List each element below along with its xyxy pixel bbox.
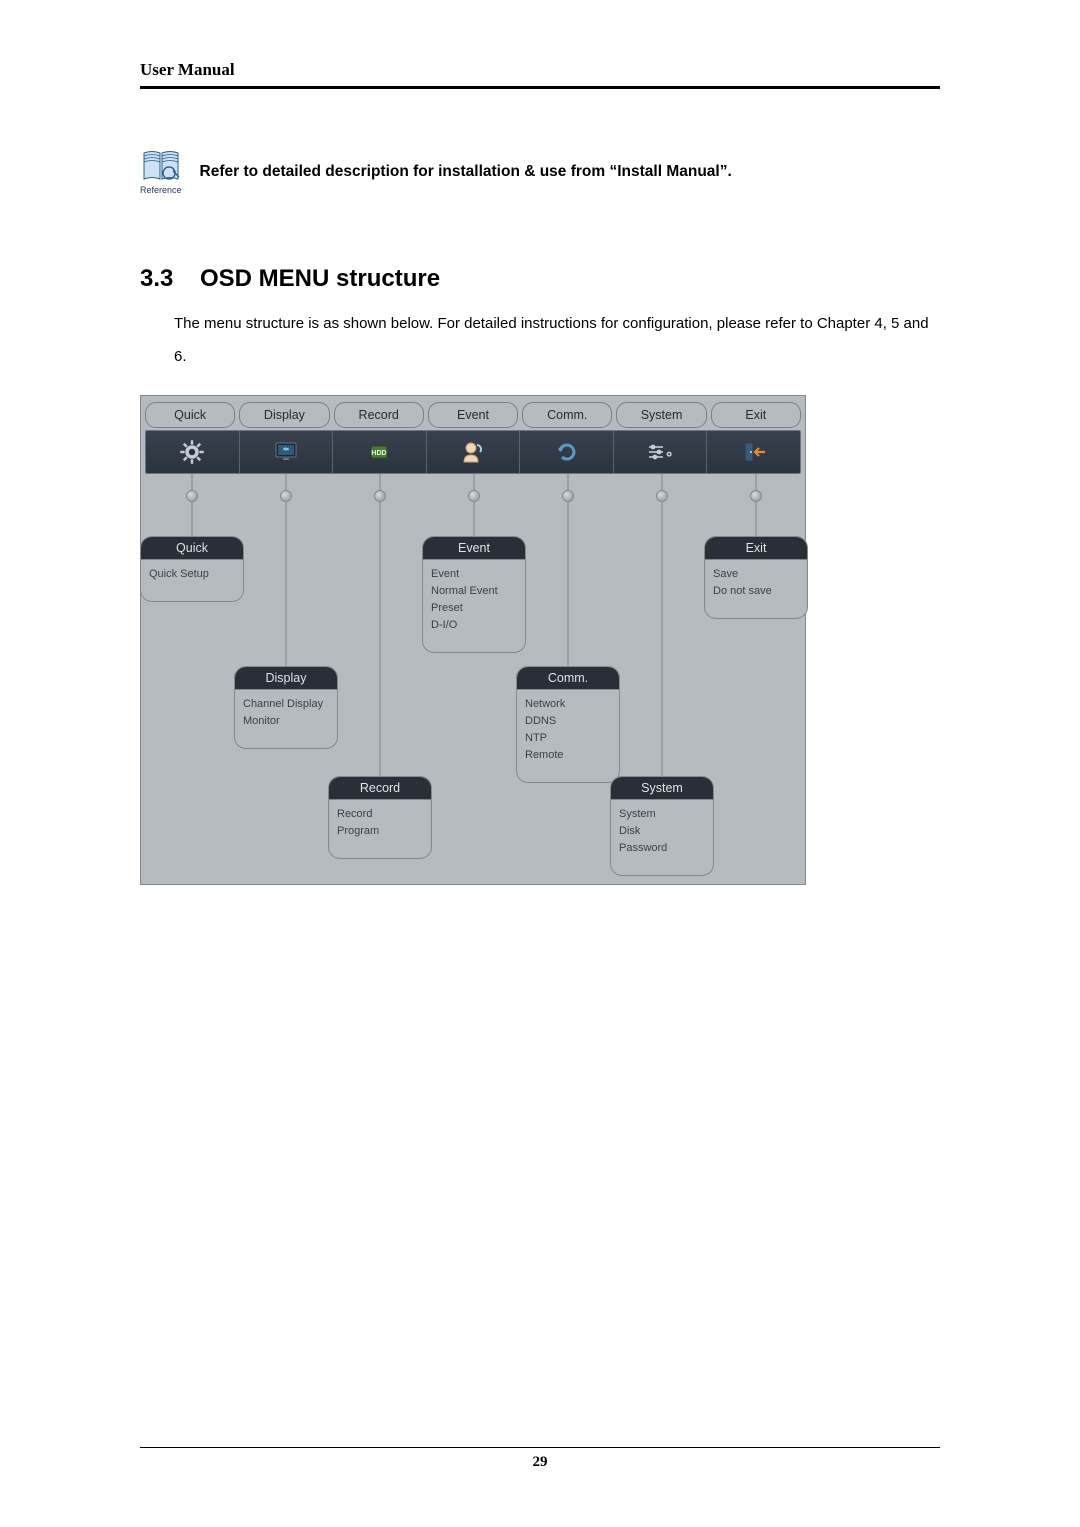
submenu-items: SystemDiskPassword — [611, 800, 713, 875]
menu-tab[interactable]: Quick — [145, 402, 235, 428]
reference-text: Refer to detailed description for instal… — [200, 163, 732, 181]
page-footer: 29 — [140, 1447, 940, 1471]
submenu-item[interactable]: Network — [525, 696, 611, 713]
submenu-item[interactable]: Record — [337, 806, 423, 823]
hdd-icon[interactable]: HDD — [333, 431, 427, 473]
page-header: User Manual — [140, 60, 940, 89]
submenu-item[interactable]: Event — [431, 566, 517, 583]
connector-node — [374, 490, 386, 502]
connector-node — [280, 490, 292, 502]
connector-node — [186, 490, 198, 502]
submenu-item[interactable]: System — [619, 806, 705, 823]
icon-strip: HDD — [145, 430, 801, 474]
connector-line — [191, 502, 193, 536]
connector-node — [750, 490, 762, 502]
submenu-title: Exit — [705, 537, 807, 560]
page-content: User Manual Reference Refer to detailed … — [140, 60, 940, 1460]
top-tabs-row: QuickDisplayRecordEventComm.SystemExit — [145, 402, 801, 428]
connector-line — [473, 502, 475, 536]
reference-row: Reference Refer to detailed description … — [140, 149, 940, 195]
submenu-title: Display — [235, 667, 337, 690]
menu-tab[interactable]: Display — [239, 402, 329, 428]
reference-icon-label: Reference — [140, 185, 182, 195]
submenu-item[interactable]: Disk — [619, 823, 705, 840]
submenu-item[interactable]: DDNS — [525, 713, 611, 730]
submenu-items: EventNormal EventPresetD-I/O — [423, 560, 525, 652]
submenu-title: Comm. — [517, 667, 619, 690]
person-icon[interactable] — [427, 431, 521, 473]
menu-tab[interactable]: System — [616, 402, 706, 428]
gear-icon[interactable] — [146, 431, 240, 473]
osd-menu-diagram: QuickDisplayRecordEventComm.SystemExit H… — [140, 395, 806, 885]
submenu-item[interactable]: Do not save — [713, 583, 799, 600]
menu-tab[interactable]: Exit — [711, 402, 801, 428]
menu-tab[interactable]: Comm. — [522, 402, 612, 428]
connector-node — [656, 490, 668, 502]
submenu-title: Record — [329, 777, 431, 800]
menu-tab[interactable]: Event — [428, 402, 518, 428]
submenu-items: SaveDo not save — [705, 560, 807, 618]
submenu-box: ExitSaveDo not save — [704, 536, 808, 619]
sliders-gear-icon[interactable] — [614, 431, 708, 473]
menu-tab[interactable]: Record — [334, 402, 424, 428]
submenu-item[interactable]: Password — [619, 840, 705, 857]
submenu-items: Channel DisplayMonitor — [235, 690, 337, 748]
submenu-item[interactable]: Monitor — [243, 713, 329, 730]
submenu-items: RecordProgram — [329, 800, 431, 858]
submenu-title: System — [611, 777, 713, 800]
door-exit-icon[interactable] — [707, 431, 800, 473]
connector-line — [661, 502, 663, 776]
section-number: 3.3 — [140, 265, 200, 293]
monitor-icon[interactable] — [240, 431, 334, 473]
submenu-item[interactable]: Channel Display — [243, 696, 329, 713]
submenu-item[interactable]: Preset — [431, 600, 517, 617]
submenu-item[interactable]: Normal Event — [431, 583, 517, 600]
page-number: 29 — [533, 1454, 548, 1470]
section-title: OSD MENU structure — [200, 265, 440, 292]
submenu-item[interactable]: NTP — [525, 730, 611, 747]
connector-line — [567, 502, 569, 666]
book-icon — [141, 149, 181, 183]
submenu-item[interactable]: Save — [713, 566, 799, 583]
submenu-box: Comm.NetworkDDNSNTPRemote — [516, 666, 620, 783]
submenu-title: Event — [423, 537, 525, 560]
connector-node — [562, 490, 574, 502]
submenu-box: RecordRecordProgram — [328, 776, 432, 859]
refresh-icon[interactable] — [520, 431, 614, 473]
section-body: The menu structure is as shown below. Fo… — [174, 307, 940, 373]
submenu-item[interactable]: Program — [337, 823, 423, 840]
submenu-items: Quick Setup — [141, 560, 243, 601]
submenu-box: SystemSystemDiskPassword — [610, 776, 714, 876]
svg-text:HDD: HDD — [372, 450, 387, 457]
reference-icon-wrap: Reference — [140, 149, 182, 195]
submenu-item[interactable]: Remote — [525, 747, 611, 764]
connector-line — [379, 502, 381, 776]
submenu-item[interactable]: Quick Setup — [149, 566, 235, 583]
connector-line — [285, 502, 287, 666]
submenu-title: Quick — [141, 537, 243, 560]
submenu-items: NetworkDDNSNTPRemote — [517, 690, 619, 782]
submenu-box: Quick Quick Setup — [140, 536, 244, 602]
submenu-item[interactable]: D-I/O — [431, 617, 517, 634]
connector-node — [468, 490, 480, 502]
submenu-box: DisplayChannel DisplayMonitor — [234, 666, 338, 749]
section-heading: 3.3OSD MENU structure — [140, 265, 940, 293]
connector-line — [755, 502, 757, 536]
submenu-box: EventEventNormal EventPresetD-I/O — [422, 536, 526, 653]
